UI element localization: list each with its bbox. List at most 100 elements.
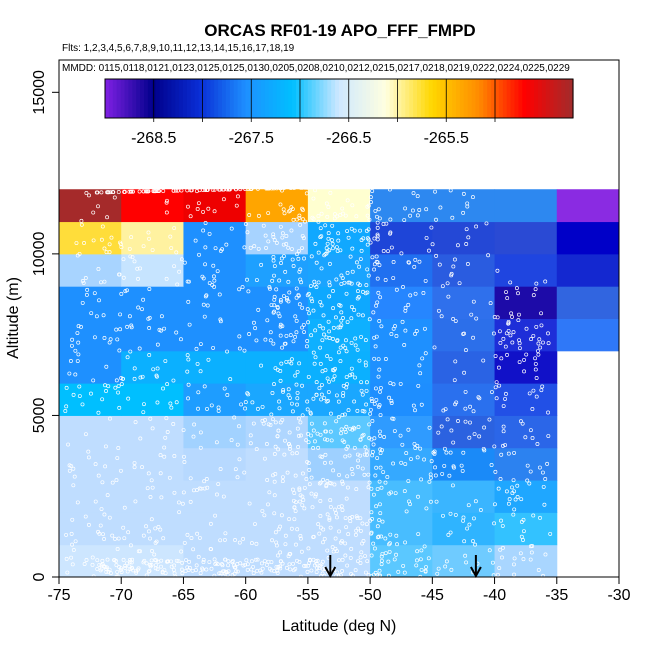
observation-point (64, 532, 69, 537)
observation-point (353, 532, 358, 537)
observation-point (375, 220, 380, 225)
observation-point (442, 463, 447, 468)
observation-point (90, 562, 95, 567)
colorbar-swatch (105, 79, 110, 118)
observation-point (212, 209, 217, 214)
observation-point (164, 416, 169, 421)
observation-point (252, 244, 257, 249)
observation-point (498, 340, 503, 345)
observation-point (353, 375, 357, 380)
observation-point (295, 396, 300, 401)
observation-point (500, 523, 505, 528)
observation-point (284, 333, 289, 338)
colorbar-swatch (498, 79, 504, 118)
observation-point (129, 560, 134, 565)
observation-point (463, 553, 468, 558)
observation-point (267, 286, 272, 291)
observation-point (265, 318, 270, 323)
observation-point (202, 384, 207, 389)
observation-point (83, 514, 88, 519)
observation-point (253, 557, 258, 562)
observation-point (337, 303, 342, 307)
observation-point (281, 254, 286, 259)
observation-point (521, 538, 525, 542)
observation-point (334, 245, 339, 250)
observation-point (434, 217, 438, 222)
observation-point (230, 559, 235, 563)
colorbar-swatch (475, 79, 480, 118)
observation-point (69, 555, 74, 560)
observation-point (358, 257, 363, 262)
observation-point (281, 242, 286, 247)
observation-point (277, 314, 282, 319)
heatmap-cell (432, 221, 496, 255)
observation-point (174, 400, 179, 405)
observation-point (371, 492, 376, 497)
observation-point (365, 236, 370, 241)
observation-point (322, 253, 327, 258)
observation-point (280, 561, 285, 566)
observation-point (379, 554, 384, 559)
observation-point (324, 246, 329, 251)
observation-point (314, 570, 319, 574)
heatmap-cell (307, 350, 371, 384)
observation-point (506, 321, 511, 326)
observation-point (308, 284, 313, 288)
observation-point (376, 290, 381, 295)
observation-point (327, 280, 332, 285)
observation-point (377, 518, 382, 523)
observation-point (374, 334, 379, 339)
observation-point (534, 376, 539, 380)
observation-point (340, 557, 345, 562)
observation-point (185, 532, 190, 537)
observation-point (369, 486, 374, 491)
observation-point (463, 406, 468, 411)
colorbar-tick-label: -265.5 (424, 130, 469, 147)
observation-point (158, 453, 163, 458)
observation-point (347, 280, 352, 285)
observation-point (133, 499, 138, 504)
observation-point (375, 456, 380, 460)
observation-point (328, 429, 333, 434)
observation-point (247, 501, 252, 506)
observation-point (359, 388, 364, 393)
observation-point (344, 375, 349, 379)
observation-point (68, 359, 73, 363)
observation-point (538, 345, 543, 350)
observation-point (465, 526, 470, 531)
observation-point (406, 427, 411, 432)
observation-point (150, 248, 155, 252)
observation-point (474, 316, 479, 321)
observation-point (137, 189, 142, 194)
observation-point (205, 485, 210, 490)
observation-point (445, 281, 450, 286)
observation-point (181, 428, 186, 433)
observation-point (512, 450, 517, 455)
observation-point (324, 399, 329, 404)
observation-point (337, 529, 341, 534)
observation-point (245, 230, 250, 235)
observation-point (280, 345, 285, 350)
observation-point (268, 422, 273, 427)
observation-point (197, 535, 202, 540)
observation-point (303, 219, 307, 224)
observation-point (468, 404, 473, 409)
observation-point (383, 277, 388, 282)
observation-point (439, 424, 444, 429)
observation-point (344, 446, 349, 451)
observation-point (375, 225, 380, 230)
observation-point (471, 409, 476, 414)
observation-point (283, 438, 287, 443)
observation-point (235, 194, 240, 199)
observation-point (530, 436, 535, 440)
observation-point (496, 486, 501, 491)
observation-point (102, 279, 107, 284)
heatmap-cell (494, 415, 558, 449)
observation-point (298, 420, 303, 425)
observation-point (322, 421, 327, 426)
observation-point (304, 344, 309, 349)
observation-point (394, 287, 399, 292)
observation-point (248, 441, 253, 446)
observation-point (71, 483, 76, 488)
observation-point (144, 524, 149, 529)
